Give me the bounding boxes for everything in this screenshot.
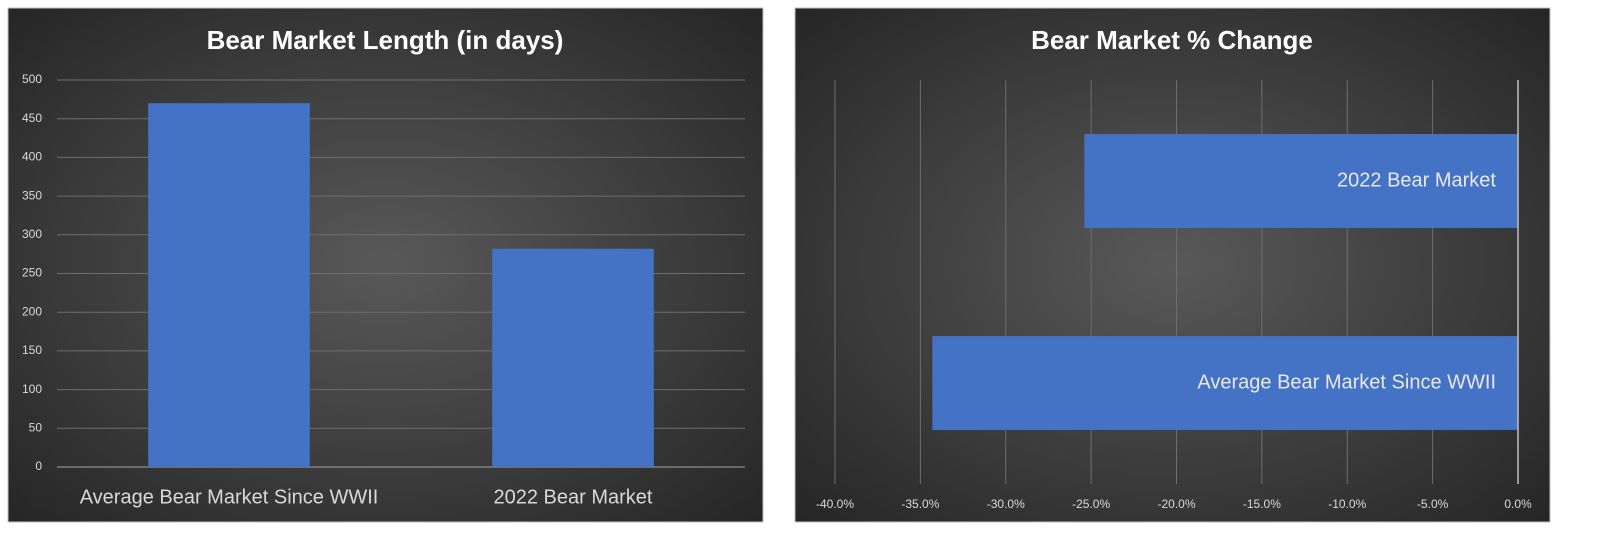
y-tick-label: 250	[22, 266, 42, 280]
y-tick-label: 0	[35, 459, 42, 473]
x-tick-label: Average Bear Market Since WWII	[80, 486, 379, 508]
y-tick-label: 500	[22, 72, 42, 86]
bar-category-label: Average Bear Market Since WWII	[1197, 371, 1496, 393]
y-tick-label: 300	[22, 227, 42, 241]
chart-title: Bear Market Length (in days)	[207, 25, 564, 55]
y-tick-label: 100	[22, 382, 42, 396]
x-tick-label: 0.0%	[1504, 497, 1532, 511]
chart-panel	[794, 7, 1551, 523]
x-tick-label: -25.0%	[1072, 497, 1110, 511]
bar	[492, 248, 654, 467]
x-tick-label: -5.0%	[1417, 497, 1449, 511]
x-tick-label: -40.0%	[816, 497, 854, 511]
y-tick-label: 200	[22, 304, 42, 318]
bar	[148, 103, 310, 467]
y-tick-label: 350	[22, 188, 42, 202]
bar-category-label: 2022 Bear Market	[1337, 169, 1496, 191]
y-tick-label: 400	[22, 150, 42, 164]
bar	[932, 336, 1518, 430]
x-tick-label: 2022 Bear Market	[494, 486, 653, 508]
x-tick-label: -15.0%	[1243, 497, 1281, 511]
y-tick-label: 450	[22, 111, 42, 125]
x-tick-label: -35.0%	[901, 497, 939, 511]
y-tick-label: 150	[22, 343, 42, 357]
y-tick-label: 50	[29, 420, 43, 434]
x-tick-label: -10.0%	[1328, 497, 1366, 511]
chart-title: Bear Market % Change	[1031, 25, 1313, 55]
x-tick-label: -20.0%	[1157, 497, 1195, 511]
bar	[1084, 134, 1518, 228]
x-tick-label: -30.0%	[987, 497, 1025, 511]
